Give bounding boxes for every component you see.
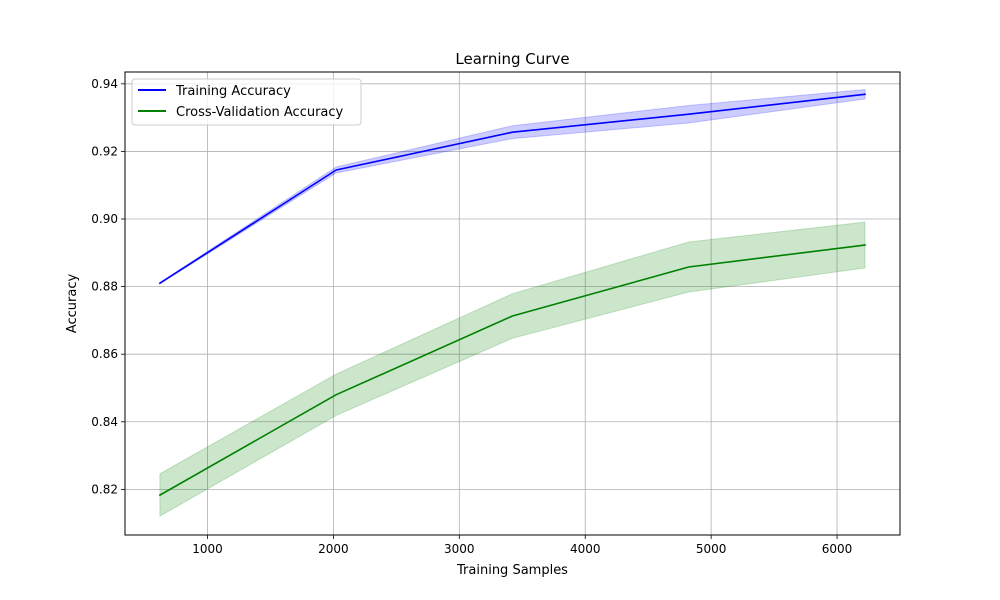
x-tick-label: 1000 xyxy=(192,542,223,556)
confidence-band-cross-validation xyxy=(159,221,866,517)
chart-title: Learning Curve xyxy=(455,50,569,68)
line-layer xyxy=(158,93,866,497)
x-tick-label: 5000 xyxy=(696,542,727,556)
legend-box xyxy=(131,78,362,126)
x-axis-label: Training Samples xyxy=(456,563,568,578)
x-tick-label: 2000 xyxy=(318,542,349,556)
y-tick-label: 0.82 xyxy=(91,482,118,496)
y-tick-label: 0.84 xyxy=(91,415,118,429)
y-axis-label: Accuracy xyxy=(65,274,80,334)
legend: Training Accuracy Cross-Validation Accur… xyxy=(131,78,362,126)
y-tick-label: 0.92 xyxy=(91,144,118,158)
plot-frame xyxy=(124,71,901,536)
x-tick-label: 6000 xyxy=(822,542,853,556)
y-tick-label: 0.90 xyxy=(91,212,118,226)
legend-label-cross-validation: Cross-Validation Accuracy xyxy=(176,105,344,120)
x-tick-label: 3000 xyxy=(444,542,475,556)
series-line-training xyxy=(158,93,866,285)
y-tick-label: 0.86 xyxy=(91,347,118,361)
confidence-band-training xyxy=(159,89,866,285)
x-tick-label: 4000 xyxy=(570,542,601,556)
y-tick-label: 0.88 xyxy=(91,280,118,294)
tick-layer: 1000 2000 3000 4000 5000 6000 0.82 0.84 0.86 0.88… xyxy=(91,77,852,556)
y-tick-label: 0.94 xyxy=(91,77,118,91)
grid-layer xyxy=(125,72,900,535)
band-layer xyxy=(159,89,866,517)
series-line-cross-validation xyxy=(158,244,866,497)
legend-label-training: Training Accuracy xyxy=(175,84,291,99)
